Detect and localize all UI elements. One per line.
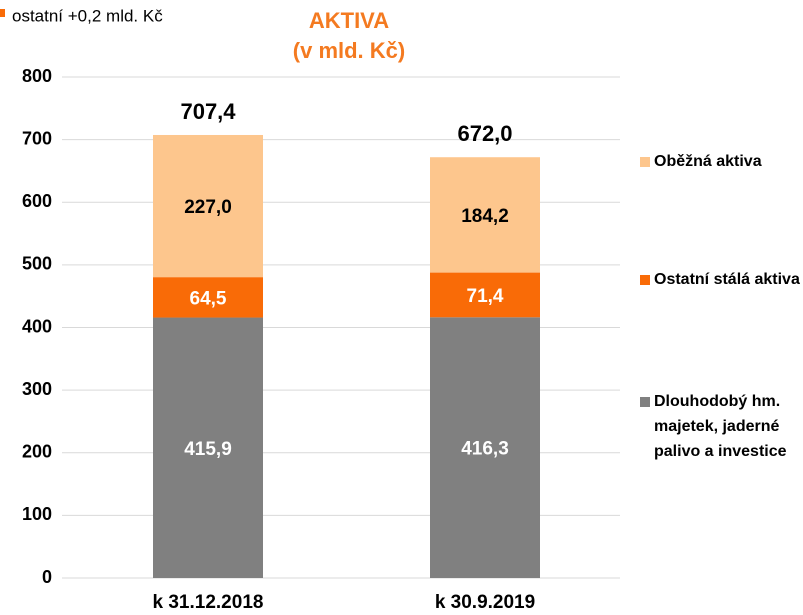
legend-swatch	[640, 275, 650, 285]
y-tick-label: 200	[22, 442, 52, 462]
legend-label: Ostatní stálá aktiva	[654, 271, 800, 288]
y-tick-label: 700	[22, 128, 52, 148]
bar-segment	[430, 272, 540, 318]
data-label: 71,4	[467, 286, 504, 307]
y-tick-label: 100	[22, 504, 52, 524]
bar-segment	[153, 134, 263, 278]
legend-label: Oběžná aktiva	[654, 153, 762, 170]
legend-item: Ostatní stálá aktiva	[640, 267, 800, 292]
legend-swatch	[640, 157, 650, 167]
total-label: 707,4	[180, 99, 236, 124]
total-label: 672,0	[457, 121, 512, 146]
legend-label: Dlouhodobý hm. majetek, jaderné palivo a…	[654, 393, 787, 460]
chart-title: AKTIVA	[309, 8, 389, 33]
data-label: 415,9	[184, 439, 232, 460]
bar-segment	[430, 317, 540, 578]
y-tick-label: 600	[22, 191, 52, 211]
chart-subtitle: (v mld. Kč)	[293, 38, 405, 63]
data-label: 227,0	[184, 197, 232, 218]
annotation-marker	[0, 9, 5, 17]
x-tick-label: k 30.9.2019	[435, 592, 535, 613]
data-label: 416,3	[461, 439, 509, 460]
annotation: ostatní +0,2 mld. Kč	[12, 6, 163, 25]
legend-item: Oběžná aktiva	[640, 149, 800, 174]
y-tick-label: 300	[22, 379, 52, 399]
data-label: 184,2	[461, 206, 509, 227]
bar-segment	[153, 277, 263, 318]
x-tick-label: k 31.12.2018	[153, 592, 264, 613]
bar-segment	[153, 317, 263, 578]
y-tick-label: 0	[42, 567, 52, 587]
y-tick-label: 800	[22, 66, 52, 86]
data-label: 64,5	[190, 288, 227, 309]
y-tick-label: 400	[22, 316, 52, 336]
bar-segment	[430, 157, 540, 273]
y-tick-label: 500	[22, 254, 52, 274]
legend-item: Dlouhodobý hm. majetek, jaderné palivo a…	[640, 389, 800, 464]
legend-swatch	[640, 397, 650, 407]
